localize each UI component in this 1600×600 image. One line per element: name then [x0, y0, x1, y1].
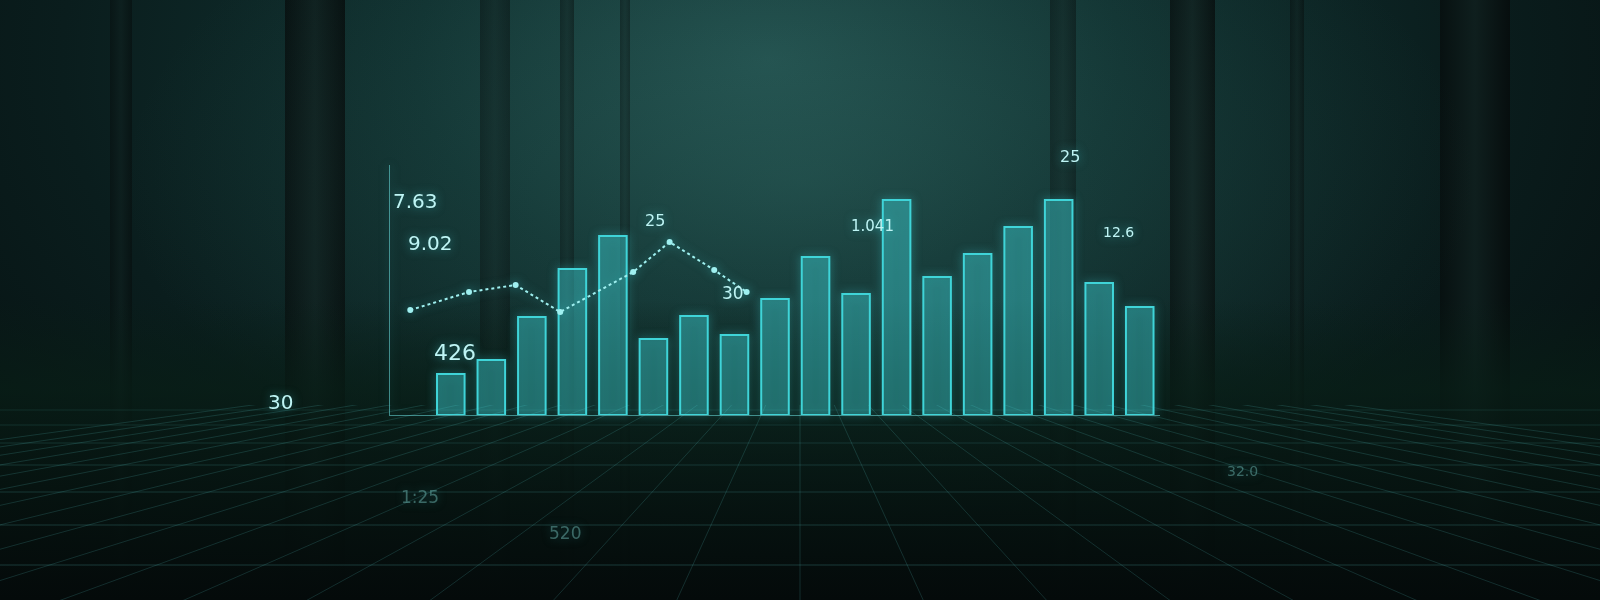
- svg-text:25: 25: [1060, 147, 1080, 166]
- svg-text:426: 426: [434, 340, 476, 365]
- svg-text:30: 30: [722, 283, 744, 303]
- svg-text:25: 25: [645, 211, 665, 230]
- svg-text:1:25: 1:25: [401, 487, 439, 507]
- svg-text:12.6: 12.6: [1103, 224, 1134, 240]
- svg-text:30: 30: [268, 390, 293, 414]
- svg-text:520: 520: [549, 523, 581, 543]
- svg-text:32.0: 32.0: [1227, 463, 1258, 479]
- svg-text:9.02: 9.02: [408, 231, 453, 255]
- svg-text:1.041: 1.041: [851, 217, 894, 235]
- svg-text:7.63: 7.63: [393, 189, 438, 213]
